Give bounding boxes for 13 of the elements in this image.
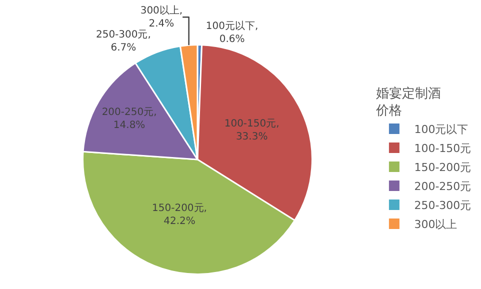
legend-label: 100元以下 — [414, 123, 468, 136]
data-label: 100-150元, 33.3% — [224, 118, 280, 143]
legend-label: 150-200元 — [414, 161, 472, 174]
data-label: 300以上, 2.4% — [140, 4, 183, 30]
data-label: 150-200元, 42.2% — [152, 202, 207, 227]
legend-label: 100-150元 — [414, 142, 472, 156]
legend-label: 250-300元 — [414, 199, 472, 212]
data-label: 200-250元, 14.8% — [102, 107, 157, 132]
legend-title: 婚宴定制酒价格 — [375, 85, 442, 118]
data-label: 250-300元, 6.7% — [96, 30, 151, 54]
legend-label: 300以上 — [414, 218, 458, 232]
data-label: 100元以下, 0.6% — [206, 20, 258, 45]
legend-label: 200-250元 — [414, 180, 472, 194]
